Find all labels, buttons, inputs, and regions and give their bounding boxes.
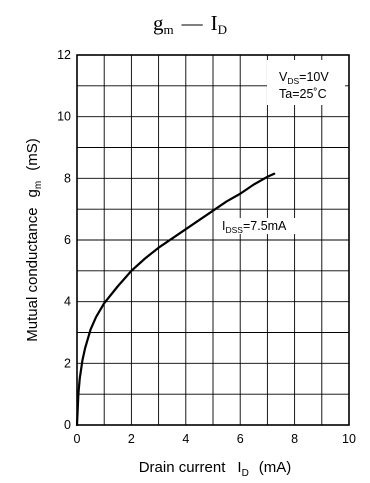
- x-tick-label: 0: [74, 432, 81, 446]
- condition-vds-sub: DS: [287, 76, 299, 86]
- y-tick-label: 2: [64, 356, 71, 370]
- annotation-bg: [221, 218, 301, 234]
- x-tick-label: 10: [342, 432, 356, 446]
- x-tick-label: 8: [291, 432, 298, 446]
- condition-vds-sym: V: [279, 70, 288, 84]
- y-label-sub: m: [33, 181, 44, 189]
- y-label-text: Mutual conductance: [24, 207, 41, 341]
- title-dash: —: [181, 11, 204, 35]
- x-label-sub: D: [242, 468, 249, 479]
- y-axis-label: Mutual conductance gm (mS): [24, 138, 44, 341]
- idss-sym: I: [222, 219, 225, 233]
- x-tick-labels: 0 2 4 6 8 10: [74, 432, 356, 446]
- chart-title: gm — ID: [153, 11, 227, 37]
- y-tick-label: 6: [64, 233, 71, 247]
- title-main-sub: m: [163, 22, 173, 37]
- condition-ta: Ta=25˚C: [279, 87, 327, 101]
- x-tick-label: 4: [182, 432, 189, 446]
- x-label-text: Drain current: [139, 459, 227, 476]
- y-label-sym: g: [24, 189, 41, 197]
- gm-curve: [75, 172, 276, 427]
- idss-annotation: IDSS=7.5mA: [222, 219, 287, 235]
- y-tick-label: 4: [64, 295, 71, 309]
- y-tick-label: 10: [57, 110, 71, 124]
- title-main: g: [153, 11, 164, 35]
- condition-ta-val: =25˚C: [292, 87, 326, 101]
- condition-vds-val: =10V: [299, 70, 329, 84]
- y-tick-label: 8: [64, 171, 71, 185]
- conditions-box: [267, 60, 345, 105]
- y-tick-label: 12: [57, 48, 71, 62]
- x-label-sym: I: [237, 459, 241, 476]
- idss-val: =7.5mA: [243, 219, 287, 233]
- title-var-sub: D: [218, 22, 227, 37]
- title-var: I: [211, 11, 218, 35]
- condition-vds: VDS=10V: [279, 70, 329, 86]
- grid-lines: [77, 55, 349, 425]
- y-label-unit: (mS): [24, 138, 41, 171]
- x-label-unit: (mA): [259, 459, 292, 476]
- y-tick-labels: 0 2 4 6 8 10 12: [57, 48, 71, 432]
- x-tick-label: 6: [237, 432, 244, 446]
- idss-sub: DSS: [225, 225, 243, 235]
- x-axis-label: Drain current ID (mA): [139, 459, 292, 479]
- x-tick-label: 2: [128, 432, 135, 446]
- plot-frame: [76, 54, 350, 426]
- condition-ta-sym: Ta: [279, 87, 292, 101]
- y-tick-label: 0: [64, 418, 71, 432]
